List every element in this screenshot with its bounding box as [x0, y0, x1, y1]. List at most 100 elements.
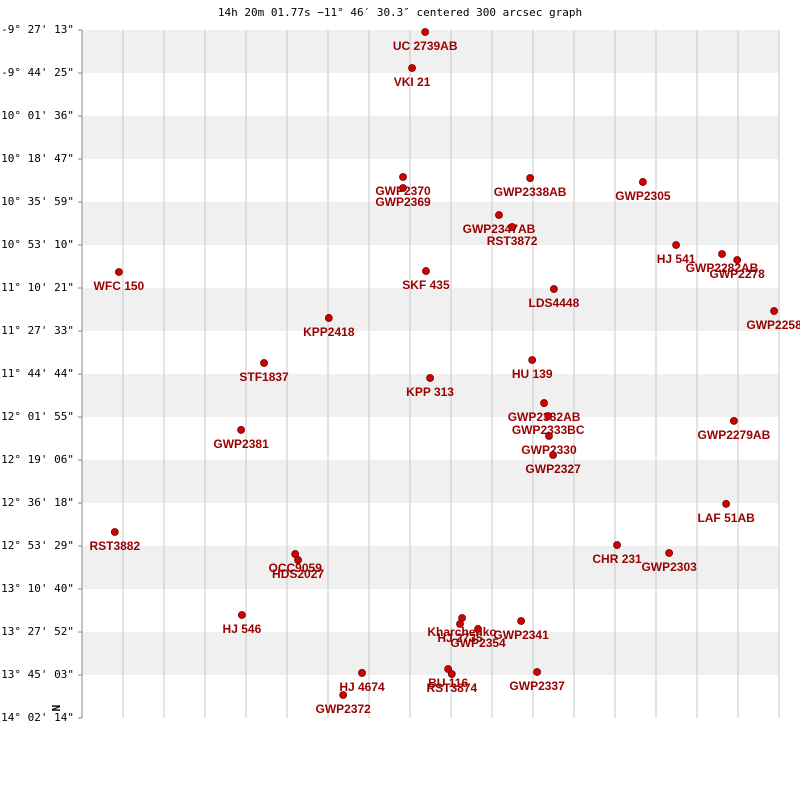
y-tick-label: -12° 36' 18" [0, 496, 74, 509]
star-label: RST3882 [89, 539, 140, 553]
y-tick-label: -9° 44' 25" [1, 66, 74, 79]
star [526, 174, 535, 182]
y-tick-label: -11° 44' 44" [0, 367, 74, 380]
star [718, 250, 726, 258]
star [722, 500, 731, 508]
star [508, 223, 516, 231]
y-tick-label: -10° 18' 47" [0, 152, 74, 165]
y-tick-label: -10° 53' 10" [0, 238, 74, 251]
star [545, 432, 553, 440]
star-label: BU 116 [428, 676, 468, 690]
y-tick-label: -11° 10' 21" [0, 281, 74, 294]
band [82, 202, 779, 246]
star-label: CHR 231 [592, 552, 642, 566]
star [549, 451, 557, 459]
star-label: GWP2305 [615, 189, 671, 203]
star-label: HJ 4674 [339, 680, 385, 694]
bands [82, 30, 779, 676]
y-tick-label: -11° 27' 33" [0, 324, 74, 337]
star-label: LDS4448 [529, 296, 580, 310]
y-tick-label: -12° 19' 06" [0, 453, 74, 466]
star [237, 426, 245, 434]
star-label: HJ 541 [657, 252, 696, 266]
star [399, 184, 407, 192]
star-label: UC 2739AB [393, 39, 458, 53]
star-label: HJ 546 [223, 622, 262, 636]
star [544, 412, 553, 420]
star [408, 64, 416, 72]
star [495, 211, 503, 219]
star-label: GWP2282AB [686, 261, 759, 275]
star-label: GWP2337 [509, 679, 565, 693]
star-label: SKF 435 [402, 278, 450, 292]
star [456, 620, 464, 628]
star [528, 356, 537, 364]
star-label: GWP2372 [315, 702, 371, 716]
star [339, 691, 348, 699]
star-label: GWP2330 [521, 443, 577, 457]
star [324, 314, 333, 322]
star-label: VKI 21 [394, 75, 431, 89]
star [533, 668, 541, 676]
star-label: KPP 313 [406, 385, 454, 399]
y-tick-label: -13° 45' 03" [0, 668, 74, 681]
star-label: GWP2354 [450, 636, 506, 650]
y-tick-label: -12° 01' 55" [0, 410, 74, 423]
star-label: GWP2333BC [512, 423, 585, 437]
star [294, 556, 302, 564]
y-tick-label: -13° 10' 40" [0, 582, 74, 595]
star-label: GWP2279AB [698, 428, 771, 442]
star-label: GWP2341 [493, 628, 549, 642]
star [733, 256, 742, 264]
band [82, 288, 779, 332]
star [447, 670, 456, 678]
star [237, 611, 246, 619]
star [399, 173, 407, 181]
y-tick-label: -10° 01' 36" [0, 109, 74, 122]
star [115, 268, 123, 276]
star-label: KPP2418 [303, 325, 355, 339]
star-label: STF1837 [239, 370, 289, 384]
star-label: GWP2338AB [494, 185, 567, 199]
y-tick-label: -14° 02' 14" [0, 711, 74, 724]
star [613, 541, 621, 549]
star-label: GWP2327 [525, 462, 581, 476]
star [110, 528, 119, 536]
band [82, 546, 779, 590]
star [426, 374, 434, 382]
star [421, 28, 430, 36]
band [82, 459, 779, 504]
y-tick-label: -12° 53' 29" [0, 539, 74, 552]
star-label: GWP2347AB [463, 222, 536, 236]
star-label: GWP2381 [213, 437, 269, 451]
band [82, 30, 779, 74]
star-label: RST3872 [487, 234, 538, 248]
star-label: GWP2303 [641, 560, 697, 574]
star-label: GWP2369 [375, 195, 431, 209]
star [517, 617, 526, 625]
star [550, 285, 558, 293]
star [422, 267, 430, 275]
y-tick-label: -13° 27' 52" [0, 625, 74, 638]
star-label: WFC 150 [94, 279, 145, 293]
north-label: N [50, 705, 63, 712]
star-label: GWP2278 [710, 267, 766, 281]
y-tick-label: -10° 35' 59" [0, 195, 74, 208]
y-tick-label: -9° 27' 13" [1, 23, 74, 36]
star-label: HDS2027 [272, 567, 324, 581]
chart-title: 14h 20m 01.77s −11° 46′ 30.3″ centered 3… [218, 6, 582, 19]
band [82, 116, 779, 160]
star [474, 625, 482, 633]
star [358, 669, 366, 677]
star-label: OCC9059 [269, 561, 323, 575]
star-label: LAF 51AB [697, 511, 755, 525]
star [770, 307, 778, 315]
star-label: HJ 2735 [437, 631, 483, 645]
star-label: RST3874 [426, 681, 477, 695]
star [260, 359, 268, 367]
star [730, 417, 738, 425]
star [638, 178, 647, 186]
star [540, 399, 548, 407]
star-label: GWP2258 [746, 318, 800, 332]
